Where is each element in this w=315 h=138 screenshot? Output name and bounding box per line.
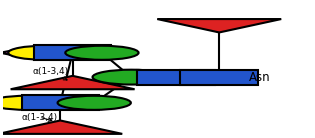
Bar [180,70,258,85]
Polygon shape [0,49,40,57]
Ellipse shape [0,96,63,110]
Ellipse shape [65,46,139,60]
Ellipse shape [8,46,82,60]
Bar [21,95,99,110]
Polygon shape [0,120,122,134]
Polygon shape [11,76,135,89]
Ellipse shape [58,96,131,110]
Polygon shape [157,19,281,32]
Text: Asn: Asn [249,71,270,84]
Ellipse shape [93,70,170,85]
Text: α(1-3,4): α(1-3,4) [32,67,69,80]
Bar [137,70,215,85]
Text: α(1-3,4): α(1-3,4) [21,112,57,122]
Bar [34,45,112,60]
